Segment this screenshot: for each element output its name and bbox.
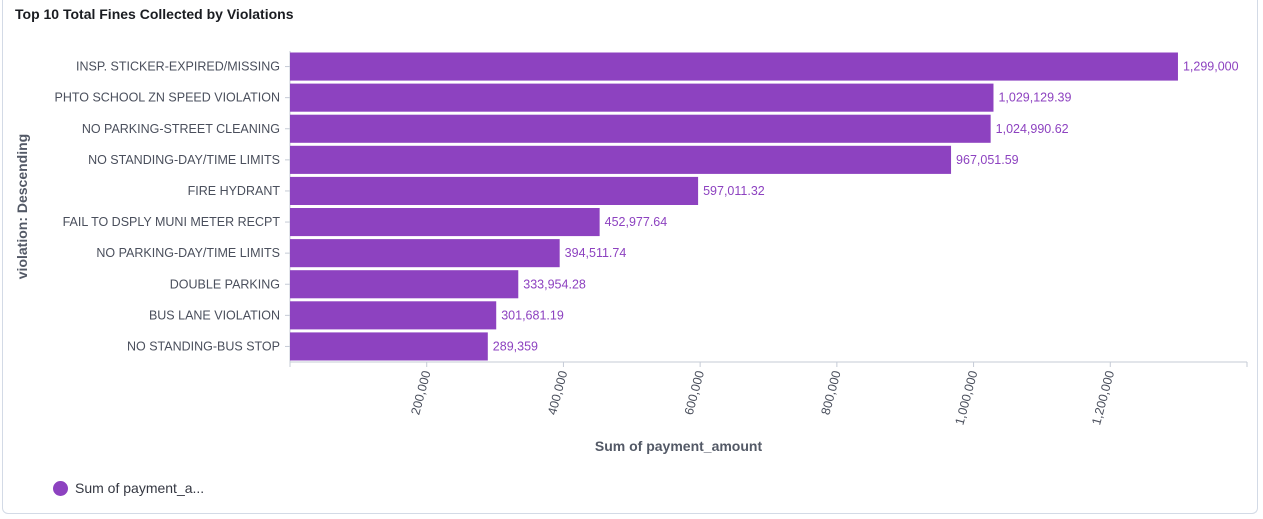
- x-tick-label: 800,000: [819, 369, 844, 416]
- category-label: NO STANDING-BUS STOP: [127, 339, 280, 353]
- category-label: BUS LANE VIOLATION: [149, 308, 280, 322]
- category-label: FIRE HYDRANT: [188, 184, 281, 198]
- legend-color-dot: [53, 481, 68, 496]
- data-label: 452,977.64: [605, 215, 668, 229]
- category-label: DOUBLE PARKING: [170, 277, 280, 291]
- bar-2: [290, 84, 993, 112]
- x-axis-title: Sum of payment_amount: [595, 438, 763, 454]
- y-axis-title: violation: Descending: [14, 134, 30, 279]
- x-tick-label: 400,000: [545, 369, 570, 416]
- x-tick-label: 200,000: [408, 369, 433, 416]
- bar-10: [290, 332, 488, 360]
- x-tick-label: 1,000,000: [953, 369, 981, 426]
- bar-9: [290, 301, 496, 329]
- data-label: 301,681.19: [501, 308, 564, 322]
- data-label: 394,511.74: [565, 246, 627, 260]
- data-label: 967,051.59: [956, 153, 1019, 167]
- data-label: 289,359: [493, 339, 538, 353]
- legend-label: Sum of payment_a...: [75, 480, 204, 496]
- category-label: NO PARKING-STREET CLEANING: [82, 122, 280, 136]
- category-label: PHTO SCHOOL ZN SPEED VIOLATION: [54, 91, 280, 105]
- bar-6: [290, 208, 600, 236]
- data-label: 333,954.28: [523, 277, 586, 291]
- x-tick-label: 600,000: [682, 369, 707, 416]
- category-label: INSP. STICKER-EXPIRED/MISSING: [76, 60, 280, 74]
- x-tick-label: 1,200,000: [1089, 369, 1117, 426]
- category-label: NO STANDING-DAY/TIME LIMITS: [88, 153, 280, 167]
- data-label: 1,024,990.62: [996, 122, 1069, 136]
- bar-4: [290, 146, 951, 174]
- legend-item[interactable]: Sum of payment_a...: [53, 479, 204, 497]
- category-label: FAIL TO DSPLY MUNI METER RECPT: [63, 215, 281, 229]
- data-label: 597,011.32: [703, 184, 765, 198]
- bar-5: [290, 177, 698, 205]
- bar-3: [290, 115, 991, 143]
- bar-8: [290, 270, 518, 298]
- bar-7: [290, 239, 560, 267]
- data-label: 1,029,129.39: [998, 91, 1071, 105]
- data-label: 1,299,000: [1183, 60, 1239, 74]
- bar-1: [290, 53, 1178, 81]
- category-label: NO PARKING-DAY/TIME LIMITS: [96, 246, 280, 260]
